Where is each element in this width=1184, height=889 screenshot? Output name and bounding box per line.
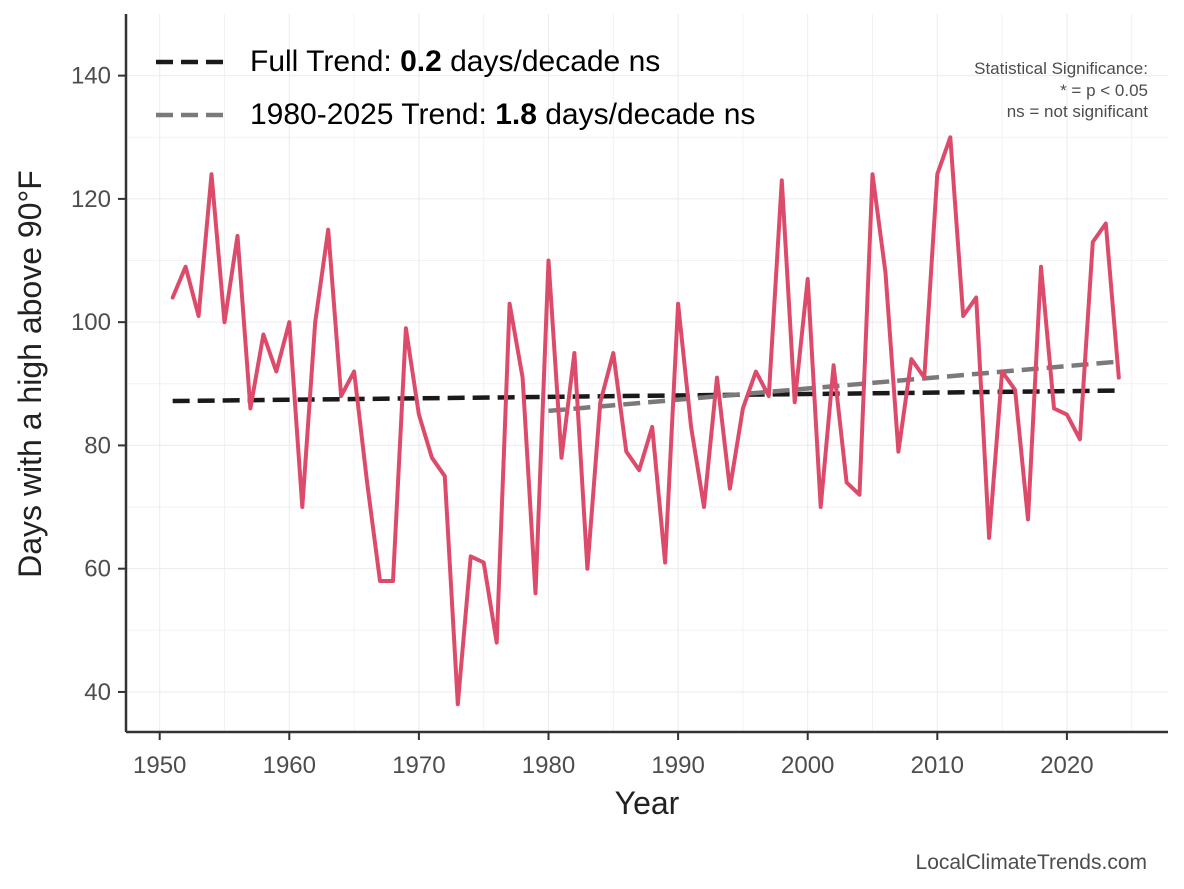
y-tick-label: 100 <box>71 309 111 336</box>
x-tick-label: 1990 <box>651 752 704 779</box>
trend-line-0 <box>172 388 1119 404</box>
significance-star: * = p < 0.05 <box>1060 81 1148 100</box>
x-tick-label: 1980 <box>522 752 575 779</box>
x-tick-label: 2020 <box>1040 752 1093 779</box>
x-ticks: 1950 1960 1970 1980 1990 2000 2010 2020 <box>133 732 1094 779</box>
y-tick-label: 60 <box>84 556 111 583</box>
y-ticks: 40 60 80 100 120 140 <box>71 63 126 706</box>
legend-label-full-trend: Full Trend: 0.2 days/decade ns <box>250 45 660 78</box>
x-tick-label: 1970 <box>392 752 445 779</box>
y-tick-label: 40 <box>84 679 111 706</box>
y-tick-label: 140 <box>71 63 111 90</box>
legend-label-recent-trend: 1980-2025 Trend: 1.8 days/decade ns <box>250 98 755 131</box>
trend-lines <box>172 359 1119 414</box>
x-tick-label: 2000 <box>781 752 834 779</box>
legend: Full Trend: 0.2 days/decade ns 1980-2025… <box>156 45 755 131</box>
data-line <box>170 135 1121 707</box>
significance-ns: ns = not significant <box>1007 102 1149 121</box>
x-tick-label: 1950 <box>133 752 186 779</box>
credit-text: LocalClimateTrends.com <box>916 851 1147 874</box>
x-tick-label: 2010 <box>911 752 964 779</box>
significance-title: Statistical Significance: <box>974 59 1148 78</box>
significance-note: Statistical Significance: * = p < 0.05 n… <box>974 59 1148 121</box>
x-tick-label: 1960 <box>263 752 316 779</box>
y-tick-label: 80 <box>84 432 111 459</box>
grid <box>126 14 1168 732</box>
x-axis-title: Year <box>615 785 680 821</box>
y-axis-title: Days with a high above 90°F <box>12 170 48 578</box>
y-tick-label: 120 <box>71 186 111 213</box>
